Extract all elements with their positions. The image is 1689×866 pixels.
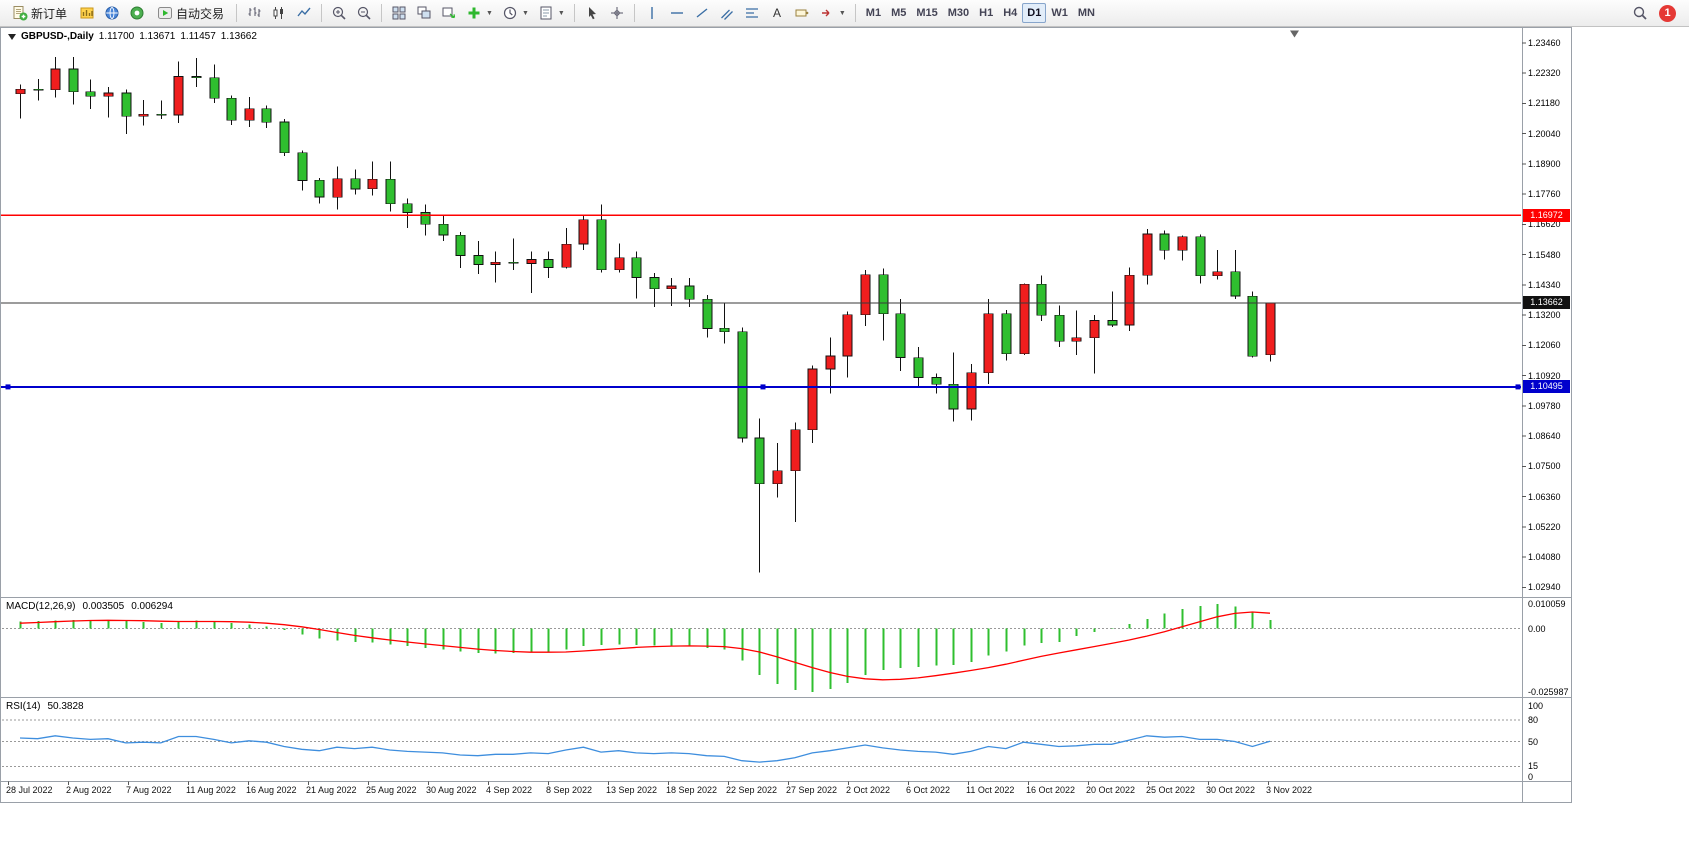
candlestick-chart-icon xyxy=(271,5,287,21)
timeframe-button-m5[interactable]: M5 xyxy=(891,7,907,19)
toolbar-separator xyxy=(381,4,383,22)
toolbar: 新订单 自动交易 xyxy=(0,0,1689,27)
line-handle[interactable] xyxy=(1515,384,1521,390)
timeframe-group: M1 M5 M15 M30 H1 H4 D1 W1 MN xyxy=(861,3,1100,23)
date-scale-ticks xyxy=(8,781,1269,785)
market-watch-icon xyxy=(104,5,120,21)
timeframe-button-d1[interactable]: D1 xyxy=(1022,3,1047,23)
clock-icon xyxy=(502,5,518,21)
timeframe-button-m30[interactable]: M30 xyxy=(947,7,970,19)
chevron-down-icon: ▼ xyxy=(838,9,846,17)
zoom-out-icon xyxy=(356,5,372,21)
chevron-down-icon: ▼ xyxy=(486,9,493,17)
search-icon xyxy=(1632,5,1648,21)
crosshair-icon xyxy=(609,5,625,21)
text-tool-button[interactable]: A xyxy=(765,2,789,24)
bar-chart-icon xyxy=(246,5,262,21)
chevron-down-icon: ▼ xyxy=(557,9,565,17)
candlestick-series xyxy=(15,56,1276,573)
indicators-plus-icon xyxy=(466,5,482,21)
line-handle[interactable] xyxy=(5,384,11,390)
crosshair-button[interactable] xyxy=(605,2,629,24)
line-handle[interactable] xyxy=(760,384,766,390)
toolbar-separator xyxy=(573,4,575,22)
chart-window-frame xyxy=(0,27,1572,803)
macd-signal-line xyxy=(19,611,1271,681)
tile-windows-icon xyxy=(391,5,407,21)
fibonacci-icon xyxy=(744,5,760,21)
toolbar-separator xyxy=(854,4,856,22)
support-line[interactable] xyxy=(1,384,1521,390)
charts-icon xyxy=(79,5,95,21)
channel-tool-button[interactable] xyxy=(715,2,739,24)
channel-icon xyxy=(719,5,735,21)
template-icon xyxy=(538,5,554,21)
indicators-button[interactable]: ▼ xyxy=(462,2,497,24)
macd-histogram xyxy=(19,604,1272,692)
charts-button[interactable] xyxy=(75,2,99,24)
line-chart-button[interactable] xyxy=(292,2,316,24)
autotrading-label: 自动交易 xyxy=(176,6,225,21)
notification-badge[interactable]: 1 xyxy=(1659,4,1676,22)
rsi-line xyxy=(19,735,1271,763)
chart-shift-marker-icon[interactable] xyxy=(1290,30,1299,38)
arrow-shape-icon xyxy=(819,5,835,21)
data-window-button[interactable] xyxy=(125,2,149,24)
tile-windows-button[interactable] xyxy=(387,2,411,24)
candlestick-chart-button[interactable] xyxy=(267,2,291,24)
chevron-down-icon: ▼ xyxy=(521,9,529,17)
label-tool-button[interactable] xyxy=(790,2,814,24)
price-scale-ticks xyxy=(1522,42,1526,588)
toolbar-separator xyxy=(633,4,635,22)
cascade-windows-icon xyxy=(416,5,432,21)
arrange-windows-button[interactable] xyxy=(437,2,461,24)
timeframe-button-m1[interactable]: M1 xyxy=(865,7,882,19)
cascade-windows-button[interactable] xyxy=(412,2,436,24)
bar-chart-button[interactable] xyxy=(242,2,266,24)
vertical-line-tool-button[interactable] xyxy=(640,2,664,24)
market-watch-button[interactable] xyxy=(100,2,124,24)
cursor-icon xyxy=(584,5,600,21)
data-window-icon xyxy=(129,5,145,21)
arrange-windows-icon xyxy=(441,5,457,21)
templates-button[interactable]: ▼ xyxy=(534,2,569,24)
timeframe-button-h1[interactable]: H1 xyxy=(979,7,994,19)
svg-text:A: A xyxy=(773,6,781,20)
shapes-button[interactable]: ▼ xyxy=(815,2,850,24)
trendline-tool-button[interactable] xyxy=(690,2,714,24)
rsi-level-lines xyxy=(2,719,1520,767)
new-order-label: 新订单 xyxy=(31,6,68,21)
cursor-button[interactable] xyxy=(580,2,604,24)
zoom-in-button[interactable] xyxy=(327,2,351,24)
timeframe-button-mn[interactable]: MN xyxy=(1077,7,1095,19)
fibonacci-tool-button[interactable] xyxy=(740,2,764,24)
zoom-out-button[interactable] xyxy=(352,2,376,24)
horizontal-line-tool-button[interactable] xyxy=(665,2,689,24)
toolbar-separator xyxy=(236,4,238,22)
new-order-icon xyxy=(12,5,28,21)
trendline-icon xyxy=(694,5,710,21)
zoom-in-icon xyxy=(331,5,347,21)
label-icon xyxy=(794,5,810,21)
periods-button[interactable]: ▼ xyxy=(498,2,533,24)
line-chart-icon xyxy=(296,5,312,21)
new-order-button[interactable]: 新订单 xyxy=(5,2,74,24)
autotrading-icon xyxy=(157,5,173,21)
vertical-line-icon xyxy=(644,5,660,21)
timeframe-button-m15[interactable]: M15 xyxy=(916,7,938,19)
horizontal-line-icon xyxy=(669,5,685,21)
timeframe-button-w1[interactable]: W1 xyxy=(1051,7,1068,19)
search-button[interactable] xyxy=(1628,2,1652,24)
autotrading-button[interactable]: 自动交易 xyxy=(150,2,231,24)
text-icon: A xyxy=(769,5,785,21)
timeframe-button-h4[interactable]: H4 xyxy=(1003,7,1018,19)
toolbar-separator xyxy=(321,4,323,22)
